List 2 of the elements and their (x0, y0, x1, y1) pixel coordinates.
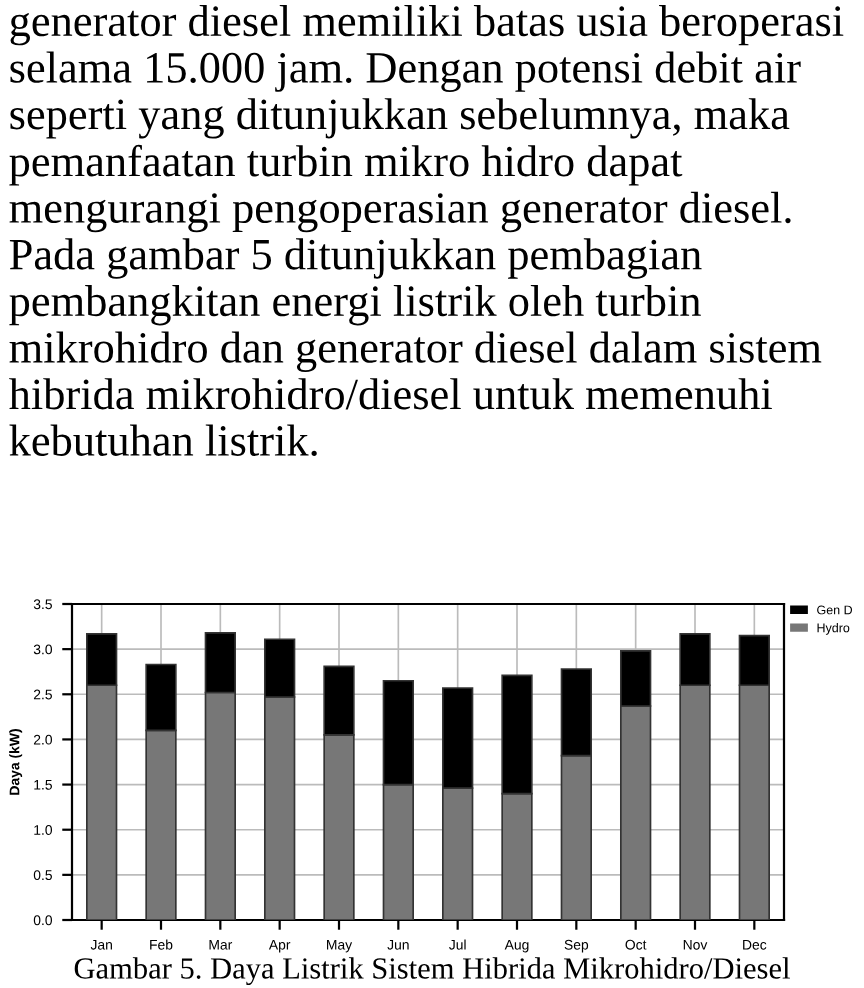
text: generator diesel memiliki batas usia beroperasi selama 15.000 jam. Dengan potensi debit air seperti yang ditunjukkan sebelumnya, maka pemanfaatan turbin mikro hidro dapat mengurangi pengoperasian generator diesel. Pada gambar 5 ditunjukkan pembagian pembangkitan energi listrik oleh turbin mikrohidro dan generator diesel dalam sistem hibrida mikrohidro/diesel untuk memenuhi kebutuhan listrik. (9, 4, 844, 457)
text: Gambar 5. Daya Listrik Sistem Hibrida Mikrohidro/Diesel (74, 957, 790, 986)
